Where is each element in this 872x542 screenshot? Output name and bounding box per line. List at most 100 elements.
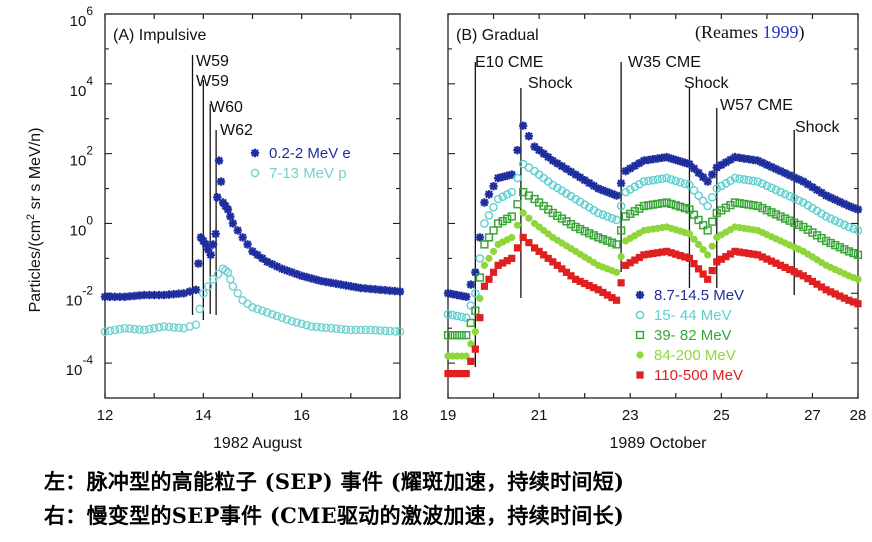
data-point bbox=[475, 273, 485, 282]
data-point bbox=[740, 249, 748, 257]
legend-swatch bbox=[250, 168, 260, 178]
data-point bbox=[585, 229, 594, 238]
data-point bbox=[854, 275, 862, 283]
data-point bbox=[717, 255, 725, 263]
data-point bbox=[385, 326, 395, 336]
data-point bbox=[508, 254, 516, 262]
data-point bbox=[671, 155, 680, 165]
data-point bbox=[726, 250, 735, 258]
series-group bbox=[443, 121, 863, 301]
x-axis-label: 1982 August bbox=[213, 435, 303, 452]
data-point bbox=[721, 179, 731, 188]
data-point bbox=[115, 292, 124, 301]
data-point bbox=[201, 240, 210, 249]
data-point bbox=[535, 247, 543, 255]
data-point bbox=[699, 270, 707, 278]
data-point bbox=[658, 248, 666, 256]
data-point bbox=[626, 209, 635, 219]
data-point bbox=[657, 174, 667, 184]
data-point bbox=[667, 199, 676, 209]
caption-impulsive: 左：脉冲型的高能粒子 (SEP) 事件 (耀斑加速，持续时间短) bbox=[44, 469, 625, 494]
series-group bbox=[443, 187, 863, 340]
data-point bbox=[594, 286, 602, 294]
data-point bbox=[758, 179, 767, 188]
data-point bbox=[503, 171, 512, 180]
data-point bbox=[443, 331, 453, 340]
data-point bbox=[471, 345, 479, 353]
data-point bbox=[803, 201, 813, 210]
data-point bbox=[712, 163, 721, 172]
data-point bbox=[226, 275, 235, 284]
data-point bbox=[480, 261, 489, 269]
data-point bbox=[799, 272, 807, 280]
data-point bbox=[790, 218, 799, 227]
data-point bbox=[622, 261, 630, 269]
data-point bbox=[149, 323, 159, 333]
data-point bbox=[287, 316, 297, 326]
data-point bbox=[662, 198, 671, 207]
data-point bbox=[110, 292, 120, 301]
data-point bbox=[466, 301, 476, 310]
data-point bbox=[599, 288, 607, 296]
data-point bbox=[154, 290, 164, 300]
data-point bbox=[452, 290, 462, 300]
data-point bbox=[726, 155, 735, 164]
data-point bbox=[525, 214, 533, 222]
data-point bbox=[735, 199, 744, 208]
data-point bbox=[395, 327, 405, 336]
data-point bbox=[612, 296, 621, 304]
data-point bbox=[571, 275, 580, 283]
data-point bbox=[830, 216, 840, 225]
data-point bbox=[553, 261, 561, 269]
data-point bbox=[694, 265, 703, 273]
x-tick-label: 25 bbox=[713, 407, 730, 424]
y-tick-label: 100 bbox=[70, 213, 94, 239]
data-point bbox=[625, 185, 635, 194]
data-point bbox=[380, 326, 390, 336]
legend-entry: 39- 82 MeV bbox=[654, 327, 732, 344]
data-point bbox=[663, 247, 671, 255]
data-point bbox=[653, 249, 662, 257]
data-point bbox=[346, 325, 356, 335]
data-point bbox=[494, 261, 502, 269]
data-point bbox=[174, 323, 184, 333]
data-point bbox=[612, 215, 621, 225]
data-point bbox=[704, 275, 712, 283]
data-point bbox=[781, 263, 789, 272]
data-point bbox=[462, 331, 471, 340]
data-point bbox=[644, 176, 653, 186]
data-point bbox=[341, 325, 351, 334]
data-point bbox=[471, 268, 480, 277]
data-point bbox=[317, 323, 326, 332]
y-tick-label: 104 bbox=[70, 74, 94, 100]
data-point bbox=[653, 175, 662, 184]
data-point bbox=[735, 153, 744, 163]
data-point bbox=[130, 291, 139, 301]
data-point bbox=[698, 221, 708, 230]
data-point bbox=[758, 253, 766, 261]
data-point bbox=[817, 188, 826, 197]
data-point bbox=[216, 177, 226, 186]
data-point bbox=[351, 325, 361, 335]
data-point bbox=[735, 174, 744, 184]
data-point bbox=[443, 289, 453, 298]
data-point bbox=[448, 310, 457, 320]
plot-frame bbox=[104, 13, 401, 399]
data-point bbox=[248, 302, 257, 312]
data-point bbox=[685, 230, 694, 238]
data-point bbox=[307, 322, 316, 331]
data-point bbox=[317, 276, 326, 286]
data-point bbox=[571, 170, 580, 179]
data-point bbox=[213, 269, 223, 279]
data-point bbox=[206, 250, 215, 260]
data-point bbox=[140, 325, 149, 335]
data-point bbox=[203, 281, 213, 291]
reference-year-link[interactable]: 1999 bbox=[762, 22, 799, 42]
data-point bbox=[346, 282, 356, 291]
data-point bbox=[835, 218, 845, 228]
data-point bbox=[144, 324, 154, 334]
data-point bbox=[704, 251, 712, 259]
data-point bbox=[790, 268, 798, 276]
data-point bbox=[493, 219, 503, 228]
data-point bbox=[513, 200, 522, 209]
